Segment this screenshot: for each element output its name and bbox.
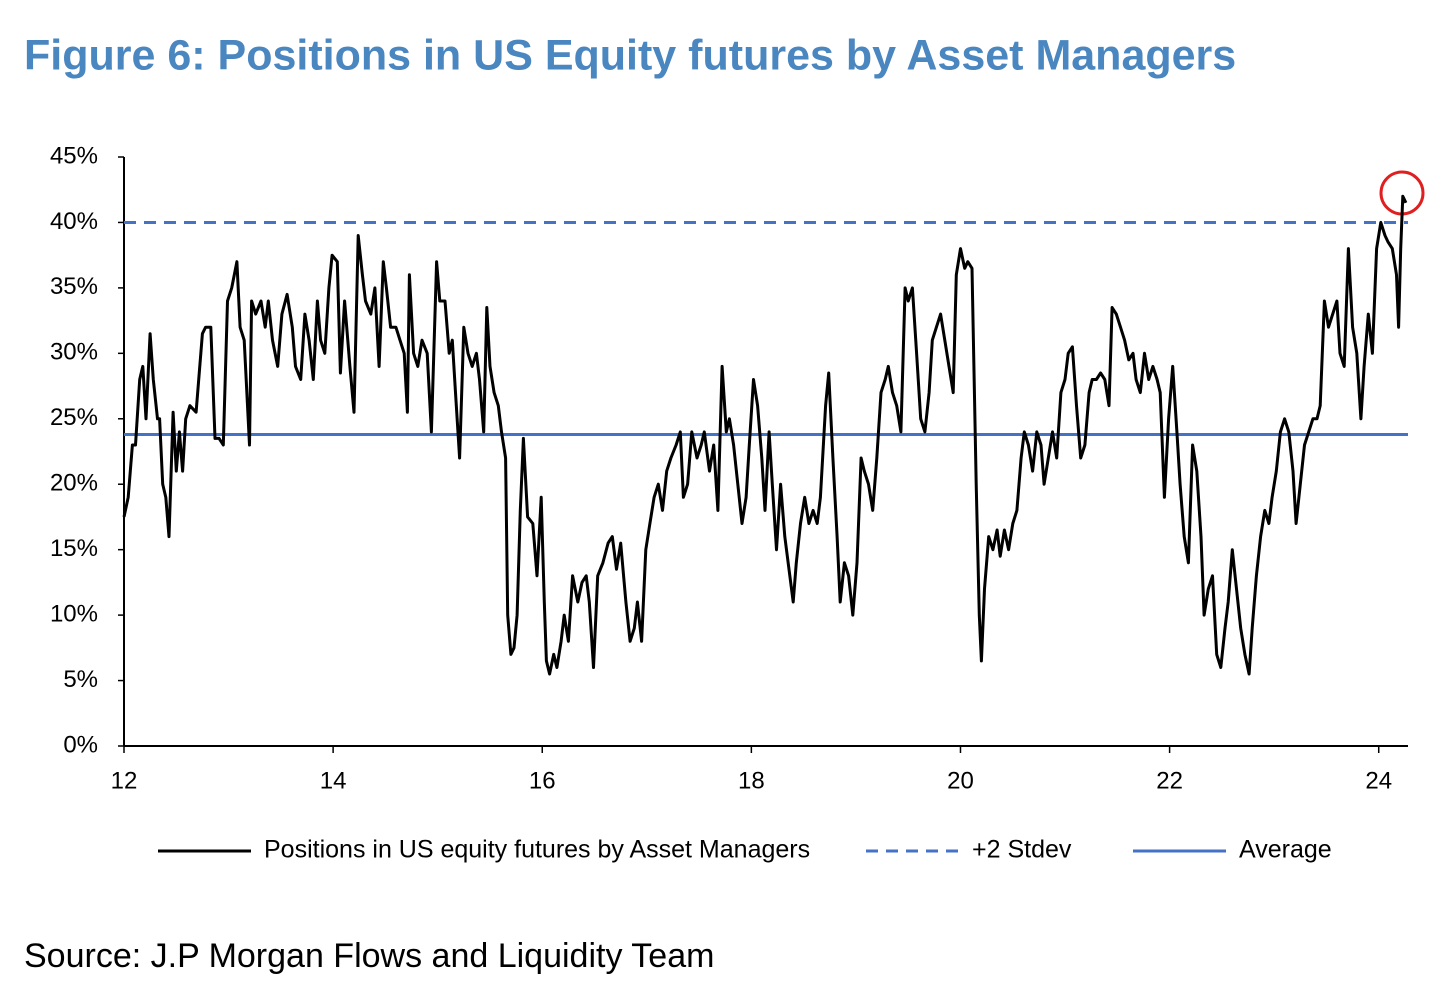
x-tick-label: 12 — [111, 767, 138, 794]
legend-label: +2 Stdev — [972, 836, 1072, 864]
x-tick-label: 16 — [529, 767, 556, 794]
y-tick-label: 15% — [50, 535, 98, 562]
y-tick-label: 0% — [63, 731, 98, 758]
y-tick-label: 25% — [50, 404, 98, 431]
data-line — [122, 194, 1408, 676]
source-note: Source: J.P Morgan Flows and Liquidity T… — [24, 937, 714, 975]
legend-label: Average — [1239, 836, 1332, 864]
chart-title: Figure 6: Positions in US Equity futures… — [24, 31, 1236, 79]
x-tick-label: 14 — [320, 767, 347, 794]
y-tick-label: 5% — [63, 666, 98, 693]
y-tick-label: 35% — [50, 273, 98, 300]
x-tick-label: 18 — [738, 767, 765, 794]
x-tick-label: 22 — [1156, 767, 1183, 794]
y-tick-label: 30% — [50, 339, 98, 366]
y-tick-label: 10% — [50, 600, 98, 627]
y-tick-label: 20% — [50, 470, 98, 497]
legend-label: Positions in US equity futures by Asset … — [264, 836, 810, 864]
y-tick-label: 45% — [50, 142, 98, 169]
y-tick-label: 40% — [50, 208, 98, 235]
x-tick-label: 24 — [1365, 767, 1392, 794]
x-tick-label: 20 — [947, 767, 974, 794]
